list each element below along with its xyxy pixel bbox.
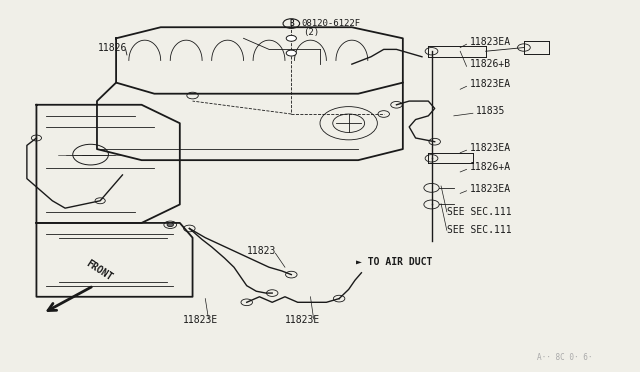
Text: 11823EA: 11823EA bbox=[470, 37, 511, 47]
Text: 08120-6122F: 08120-6122F bbox=[301, 19, 360, 28]
Text: FRONT: FRONT bbox=[84, 258, 115, 283]
Text: ► TO AIR DUCT: ► TO AIR DUCT bbox=[356, 257, 433, 267]
Text: (2): (2) bbox=[303, 28, 319, 37]
Text: SEE SEC.111: SEE SEC.111 bbox=[447, 225, 512, 235]
Text: 11826+A: 11826+A bbox=[470, 162, 511, 172]
Text: 11823: 11823 bbox=[246, 246, 276, 256]
Text: B: B bbox=[289, 19, 294, 28]
Text: SEE SEC.111: SEE SEC.111 bbox=[447, 207, 512, 217]
Text: 11823E: 11823E bbox=[285, 315, 320, 326]
Text: 11835: 11835 bbox=[476, 106, 506, 116]
Text: 11823EA: 11823EA bbox=[470, 143, 511, 153]
Circle shape bbox=[286, 35, 296, 41]
Text: 11823EA: 11823EA bbox=[470, 79, 511, 89]
Text: 11826+B: 11826+B bbox=[470, 59, 511, 69]
Circle shape bbox=[167, 223, 173, 227]
Text: 11826: 11826 bbox=[99, 43, 127, 53]
Text: 11823E: 11823E bbox=[183, 315, 218, 326]
Text: 11823EA: 11823EA bbox=[470, 183, 511, 193]
Text: A·· 8C 0· 6·: A·· 8C 0· 6· bbox=[537, 353, 592, 362]
Circle shape bbox=[286, 50, 296, 56]
